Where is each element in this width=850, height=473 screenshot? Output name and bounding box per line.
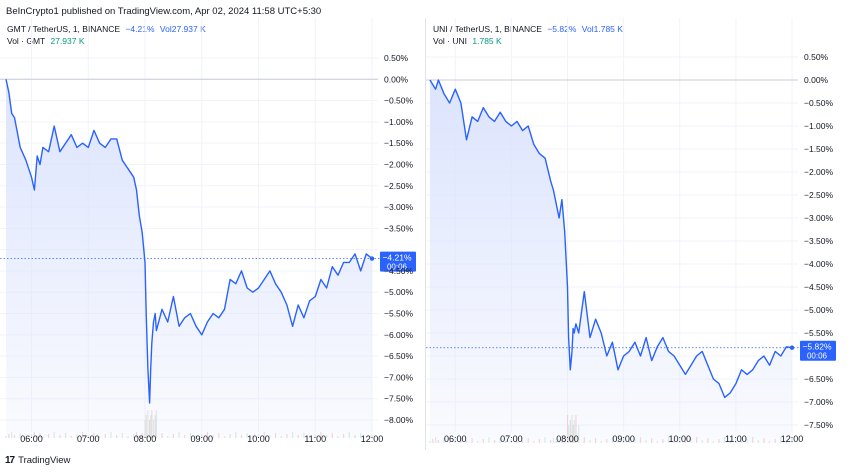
x-tick-label: 06:00	[444, 434, 467, 444]
last-price-dot	[789, 345, 795, 350]
panel-divider[interactable]	[425, 18, 426, 450]
change-value: −4.21%	[125, 24, 155, 34]
price-line	[5, 79, 373, 404]
change-value: −5.82%	[547, 24, 577, 34]
x-tick-label: 12:00	[781, 434, 804, 444]
y-tick-label: −0.50%	[384, 96, 414, 106]
price-area	[6, 79, 372, 439]
tradingview-footer[interactable]: 17 TradingView	[5, 455, 70, 466]
price-area	[430, 80, 792, 443]
vol-inline-label: Vol	[581, 24, 594, 34]
legend-symbol-row[interactable]: UNI / TetherUS, 1, BINANCE −5.82% Vol1.7…	[433, 24, 623, 34]
vol-inline-label: Vol	[159, 24, 172, 34]
y-tick-label: −7.50%	[384, 394, 414, 404]
y-tick-label: −2.50%	[804, 190, 834, 200]
x-tick-label: 11:00	[725, 434, 747, 444]
x-tick-label: 12:00	[361, 434, 384, 444]
volume-value: 1.785 K	[472, 36, 502, 46]
y-tick-label: −4.50%	[384, 266, 414, 276]
y-tick-label: −7.00%	[384, 372, 414, 382]
brand-name: TradingView	[18, 455, 71, 466]
x-tick-label: 07:00	[500, 434, 523, 444]
y-tick-label: −2.00%	[384, 159, 414, 169]
price-label-box	[380, 251, 416, 272]
x-tick-label: 08:00	[556, 434, 579, 444]
y-tick-label: −5.50%	[804, 328, 834, 338]
price-label-value: −4.21%	[382, 253, 412, 263]
price-chart-uni[interactable]: −5.82%00:060.50%0.00%−0.50%−1.00%−1.50%−…	[426, 18, 850, 450]
y-tick-label: −4.50%	[804, 282, 834, 292]
y-tick-label: −6.50%	[804, 374, 834, 384]
volume-label: Vol · GMT	[7, 36, 46, 46]
y-tick-label: −3.50%	[804, 236, 834, 246]
legend-symbol-row[interactable]: GMT / TetherUS, 1, BINANCE −4.21% Vol27.…	[7, 24, 206, 34]
legend-volume-row[interactable]: Vol · UNI 1.785 K	[433, 36, 502, 46]
vol-inline-value: 1.785 K	[593, 24, 623, 34]
y-tick-label: 0.50%	[804, 52, 829, 62]
y-tick-label: −3.00%	[384, 202, 414, 212]
price-label-time: 00:06	[807, 352, 828, 361]
y-tick-label: −0.50%	[804, 98, 834, 108]
y-tick-label: −1.00%	[804, 121, 834, 131]
volume-value: 27.937 K	[50, 36, 85, 46]
y-tick-label: −3.50%	[384, 223, 414, 233]
x-tick-label: 06:00	[20, 434, 43, 444]
y-tick-label: −6.00%	[384, 330, 414, 340]
y-tick-label: −5.00%	[804, 305, 834, 315]
y-tick-label: 0.00%	[384, 74, 409, 84]
vol-inline-value: 27.937 K	[171, 24, 206, 34]
y-tick-label: 0.50%	[384, 53, 409, 63]
volume-label: Vol · UNI	[433, 36, 468, 46]
y-tick-label: −3.00%	[804, 213, 834, 223]
x-tick-label: 07:00	[77, 434, 100, 444]
y-tick-label: −5.50%	[384, 309, 414, 319]
price-line	[429, 79, 793, 399]
x-tick-label: 11:00	[304, 434, 326, 444]
chart-panel-uni[interactable]: UNI / TetherUS, 1, BINANCE −5.82% Vol1.7…	[426, 18, 850, 448]
x-tick-label: 09:00	[612, 434, 635, 444]
price-chart-gmt[interactable]: −4.21%00:060.50%0.00%−0.50%−1.00%−1.50%−…	[0, 18, 425, 450]
x-tick-label: 10:00	[247, 434, 270, 444]
y-tick-label: −4.00%	[804, 259, 834, 269]
y-tick-label: −1.50%	[804, 144, 834, 154]
x-tick-label: 10:00	[668, 434, 691, 444]
symbol-name: GMT / TetherUS, 1, BINANCE	[7, 24, 121, 34]
last-price-dot	[369, 256, 375, 261]
chart-panel-gmt[interactable]: GMT / TetherUS, 1, BINANCE −4.21% Vol27.…	[0, 18, 425, 448]
y-tick-label: −7.00%	[804, 397, 834, 407]
y-tick-label: −5.00%	[384, 287, 414, 297]
legend-volume-row[interactable]: Vol · GMT 27.937 K	[7, 36, 85, 46]
price-label-box	[800, 340, 836, 361]
x-tick-label: 09:00	[191, 434, 214, 444]
tradingview-logo-icon: 17	[5, 455, 15, 466]
y-tick-label: 0.00%	[804, 75, 829, 85]
y-tick-label: −1.00%	[384, 117, 414, 127]
y-tick-label: −7.50%	[804, 420, 834, 430]
price-label-time: 00:06	[387, 263, 408, 272]
y-tick-label: −2.00%	[804, 167, 834, 177]
y-tick-label: −1.50%	[384, 138, 414, 148]
symbol-name: UNI / TetherUS, 1, BINANCE	[433, 24, 542, 34]
price-label-value: −5.82%	[802, 342, 832, 352]
publish-info: BeInCrypto1 published on TradingView.com…	[6, 6, 322, 17]
y-tick-label: −8.00%	[384, 415, 414, 425]
x-tick-label: 08:00	[134, 434, 157, 444]
y-tick-label: −2.50%	[384, 181, 414, 191]
y-tick-label: −6.50%	[384, 351, 414, 361]
